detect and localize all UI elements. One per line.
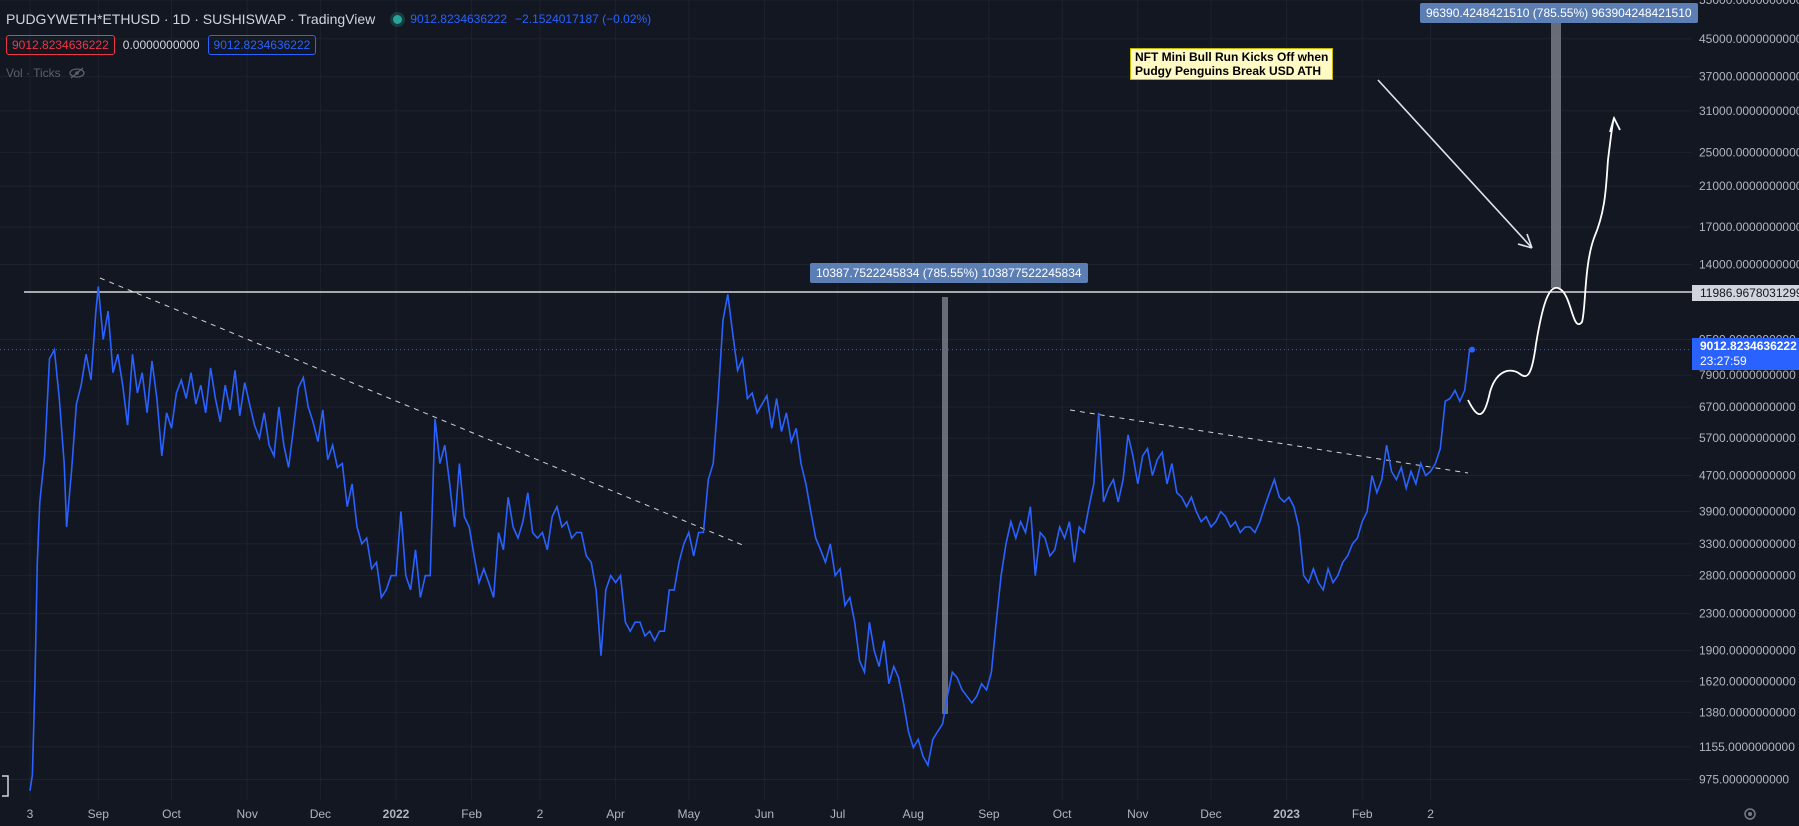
header-price: 9012.8234636222 <box>410 12 508 26</box>
y-tick-label: 1380.0000000000 <box>1699 705 1796 719</box>
price-range-ruler-2[interactable] <box>1551 20 1561 288</box>
horizontal-line-label: 11986.9678031299 <box>1692 285 1799 301</box>
y-tick-label: 1900.0000000000 <box>1699 644 1796 658</box>
x-tick-label: 2 <box>1427 807 1434 821</box>
y-tick-label: 37000.0000000000 <box>1699 70 1799 84</box>
last-price-dot <box>1469 346 1476 353</box>
symbol-title[interactable]: PUDGYWETH*ETHUSD · 1D · SUSHISWAP · Trad… <box>6 11 376 27</box>
bar-countdown: 23:27:59 <box>1700 354 1747 368</box>
note-line-2: Pudgy Penguins Break USD ATH <box>1135 64 1322 78</box>
eye-off-icon[interactable] <box>69 67 85 79</box>
x-tick-label: Feb <box>1352 807 1373 821</box>
x-tick-label: Dec <box>310 807 331 821</box>
volume-label: Vol · Ticks <box>6 66 61 80</box>
y-tick-label: 25000.0000000000 <box>1699 145 1799 159</box>
x-tick-label: 2022 <box>383 807 410 821</box>
x-tick-label: Dec <box>1200 807 1221 821</box>
y-tick-label: 45000.0000000000 <box>1699 32 1799 46</box>
grid-lines <box>0 0 1692 800</box>
y-tick-label: 3900.0000000000 <box>1699 505 1796 519</box>
drawings <box>24 20 1692 714</box>
y-tick-label: 14000.0000000000 <box>1699 257 1799 271</box>
x-tick-label: 3 <box>27 807 34 821</box>
y-tick-label: 21000.0000000000 <box>1699 179 1799 193</box>
ruler-label-2[interactable]: 96390.4248421510 (785.55%) 9639042484215… <box>1420 3 1698 23</box>
y-tick-label: 4700.0000000000 <box>1699 468 1796 482</box>
x-tick-label: Sep <box>978 807 1000 821</box>
trendline-1[interactable] <box>99 277 746 547</box>
ruler-label-1[interactable]: 10387.7522245834 (785.55%) 1038775222458… <box>810 263 1088 283</box>
y-tick-label: 31000.0000000000 <box>1699 104 1799 118</box>
x-tick-label: Jun <box>755 807 774 821</box>
x-tick-label: Oct <box>1053 807 1072 821</box>
x-tick-label: Oct <box>162 807 181 821</box>
y-tick-label: 1620.0000000000 <box>1699 674 1796 688</box>
y-tick-label: 3300.0000000000 <box>1699 537 1796 551</box>
market-status-icon <box>393 14 403 24</box>
settings-icon[interactable] <box>1744 808 1756 820</box>
y-axis[interactable]: 55000.0000000000 45000.0000000000 37000.00… <box>1699 0 1799 787</box>
header-change: −2.1524017187 (−0.02%) <box>515 12 652 26</box>
x-tick-label: Nov <box>1127 807 1148 821</box>
bid-ask-row: 9012.8234636222 0.0000000000 9012.823463… <box>6 35 317 55</box>
note-line-1: NFT Mini Bull Run Kicks Off when <box>1135 50 1329 64</box>
x-tick-label: Feb <box>461 807 482 821</box>
trendline-2[interactable] <box>1069 409 1469 474</box>
sell-price[interactable]: 9012.8234636222 <box>6 35 115 55</box>
x-tick-label: 2 <box>537 807 544 821</box>
volume-indicator[interactable]: Vol · Ticks <box>6 66 85 80</box>
chart-header: PUDGYWETH*ETHUSD · 1D · SUSHISWAP · Trad… <box>6 9 651 29</box>
price-series-line <box>29 286 1473 791</box>
spread-value: 0.0000000000 <box>122 38 200 52</box>
y-tick-label: 2300.0000000000 <box>1699 607 1796 621</box>
y-tick-label: 5700.0000000000 <box>1699 431 1796 445</box>
last-price-value: 9012.8234636222 <box>1700 339 1797 353</box>
x-tick-label: Sep <box>88 807 110 821</box>
x-tick-label: Aug <box>903 807 924 821</box>
y-tick-label: 17000.0000000000 <box>1699 220 1799 234</box>
x-tick-label: Apr <box>606 807 625 821</box>
last-price-label: 9012.8234636222 23:27:59 <box>1692 338 1799 370</box>
price-range-ruler-1[interactable] <box>942 297 948 714</box>
x-tick-label: 2023 <box>1273 807 1300 821</box>
text-note[interactable]: NFT Mini Bull Run Kicks Off when Pudgy P… <box>1130 48 1334 80</box>
x-axis[interactable]: 3 Sep Oct Nov Dec 2022 Feb 2 Apr May Jun Jul Aug Sep O… <box>27 807 1435 821</box>
arrow-drawing[interactable] <box>1377 79 1533 249</box>
buy-price[interactable]: 9012.8234636222 <box>207 35 317 55</box>
y-tick-label: 55000.0000000000 <box>1699 0 1799 7</box>
y-tick-label: 2800.0000000000 <box>1699 569 1796 583</box>
y-tick-label: 975.0000000000 <box>1699 773 1789 787</box>
x-tick-label: Nov <box>236 807 257 821</box>
y-tick-label: 7900.0000000000 <box>1699 368 1796 382</box>
x-tick-label: Jul <box>830 807 845 821</box>
projection-drawing[interactable] <box>1467 115 1621 415</box>
edge-icon[interactable] <box>2 775 9 797</box>
y-tick-label: 6700.0000000000 <box>1699 400 1796 414</box>
y-tick-label: 1155.0000000000 <box>1699 740 1795 754</box>
x-tick-label: May <box>677 807 700 821</box>
